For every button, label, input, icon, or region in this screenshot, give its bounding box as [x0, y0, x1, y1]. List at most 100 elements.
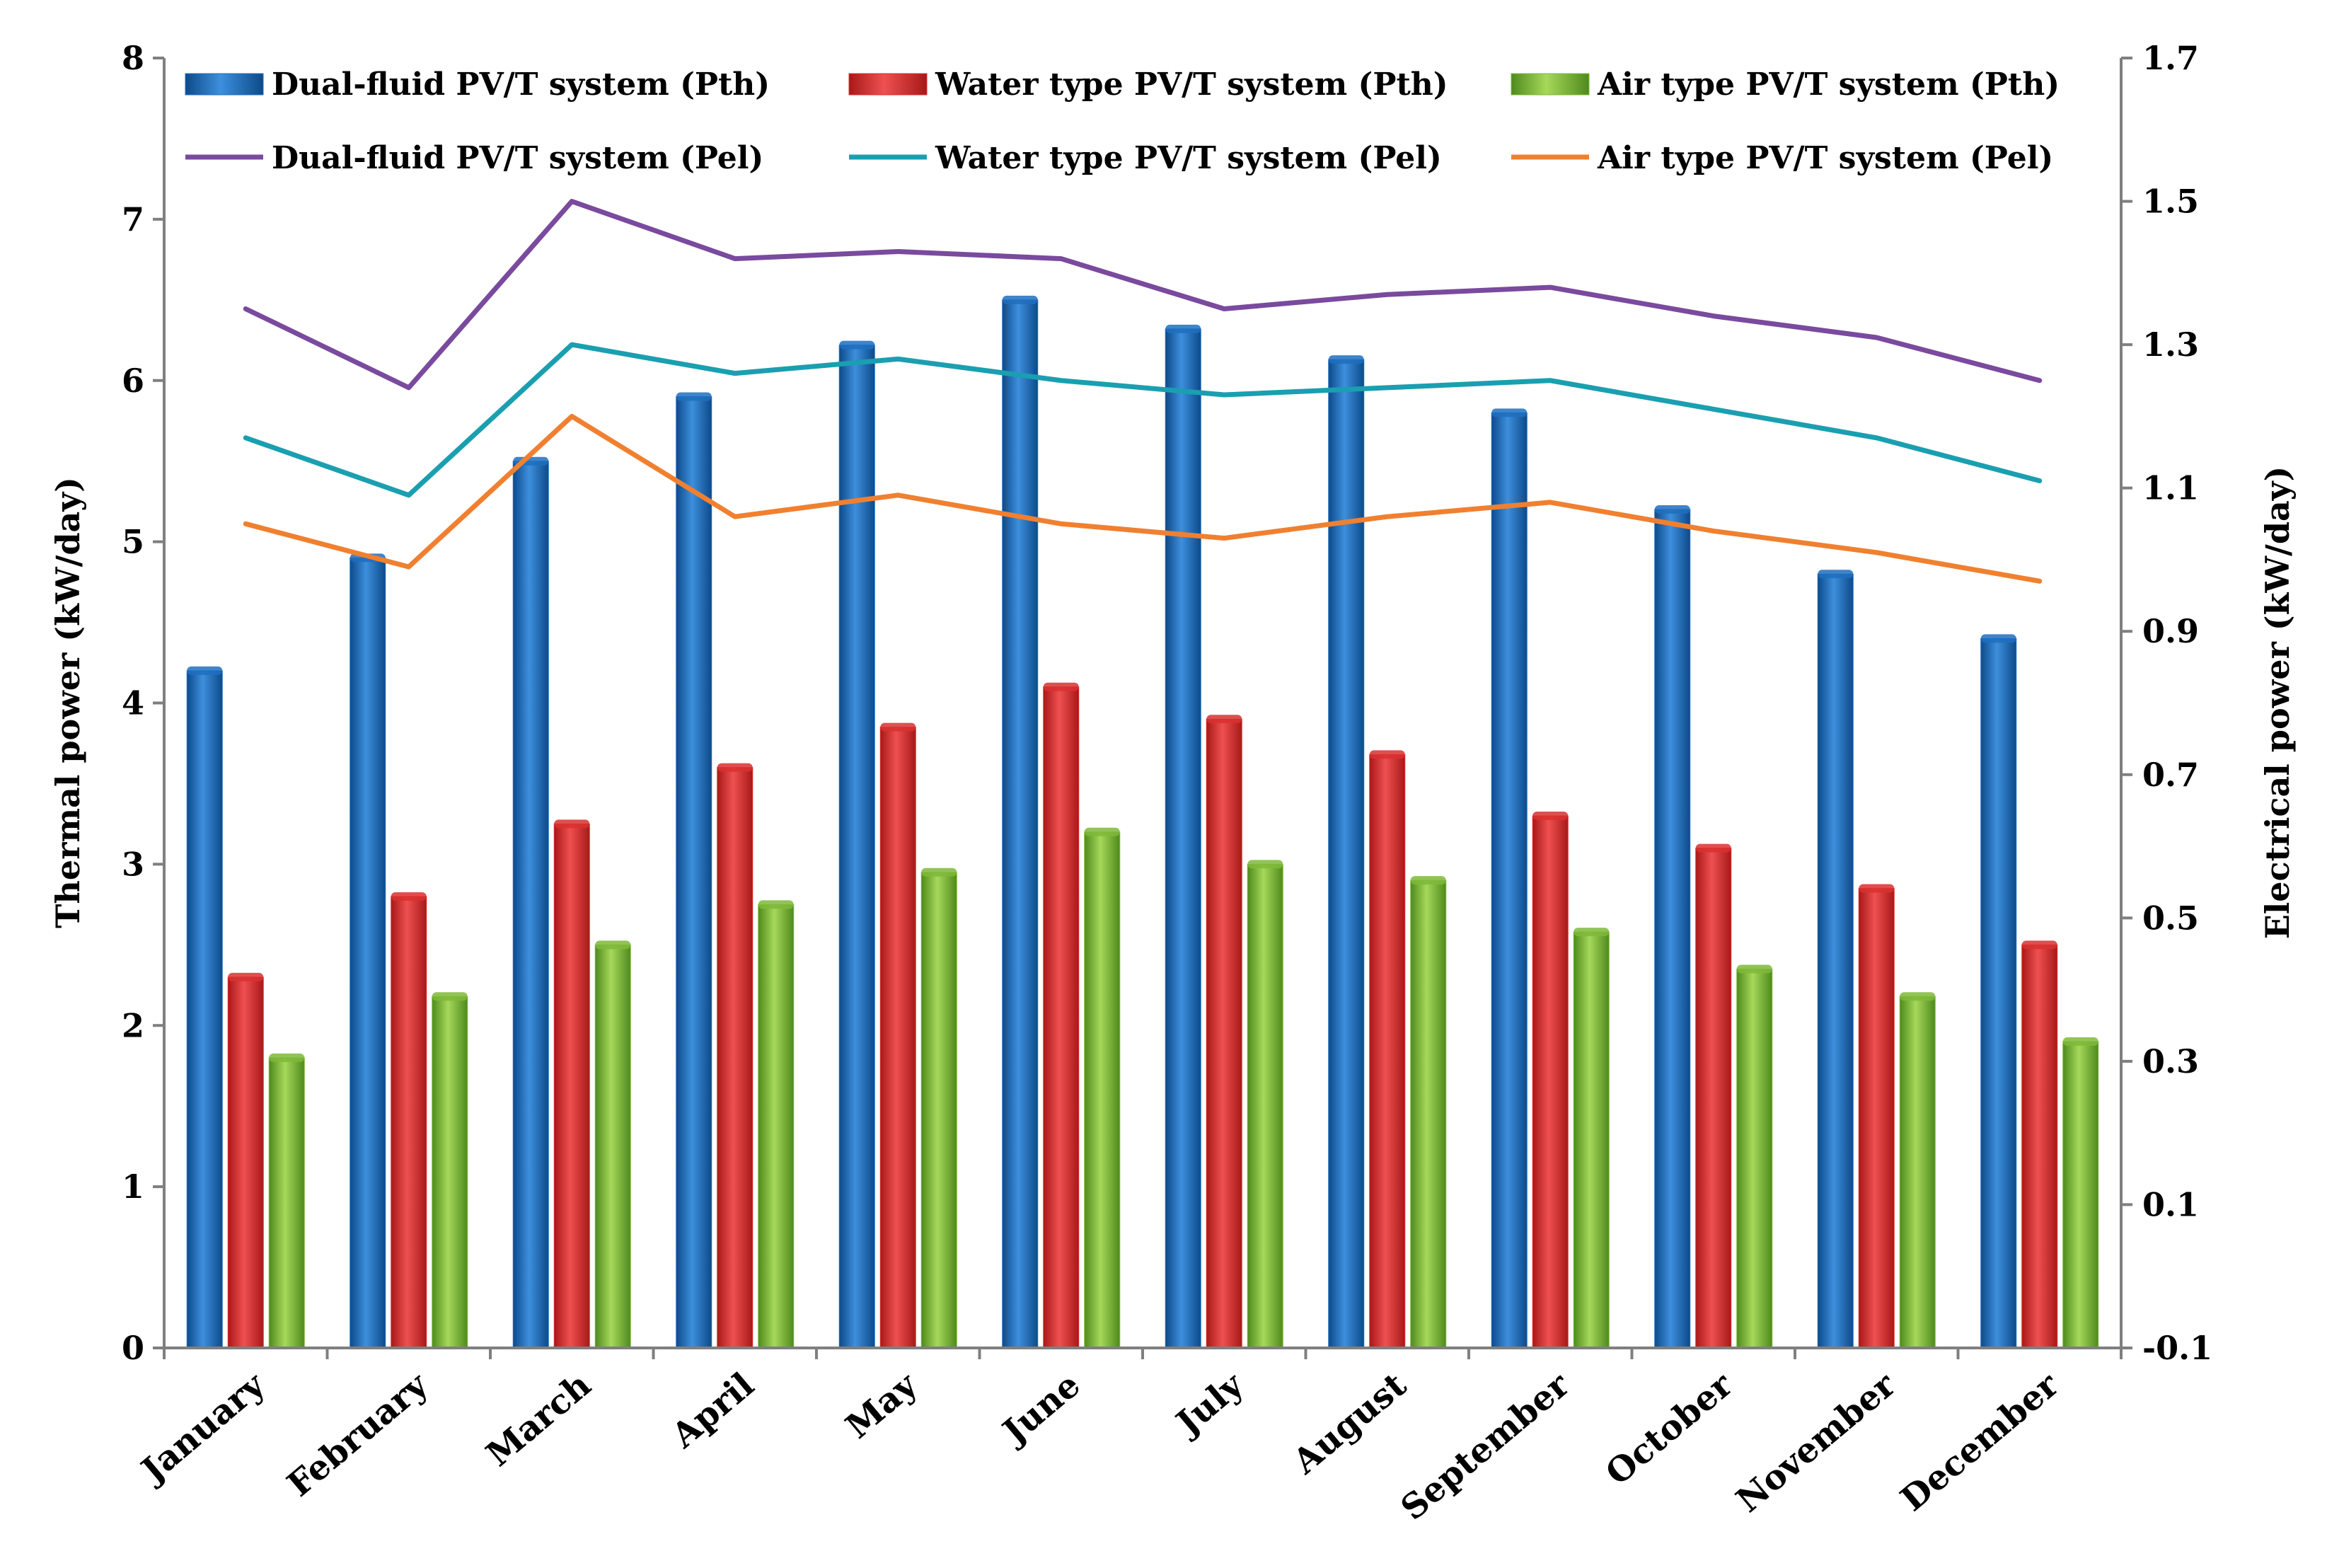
bar-cap-water-type-pv-t-system-pth-december: [2021, 940, 2057, 950]
bar-air-type-pv-t-system-pth-august: [1410, 880, 1447, 1349]
bar-cap-water-type-pv-t-system-pth-march: [554, 819, 590, 829]
right-tick-label: -0.1: [2142, 1329, 2212, 1367]
left-tick-label: 1: [122, 1168, 144, 1206]
legend-label-dual-fluid-pv-t-system-pth: Dual-fluid PV/T system (Pth): [272, 67, 770, 103]
bar-dual-fluid-pv-t-system-pth-march: [512, 461, 549, 1349]
bar-dual-fluid-pv-t-system-pth-january: [186, 670, 223, 1349]
bar-water-type-pv-t-system-pth-november: [1858, 888, 1895, 1349]
bar-cap-water-type-pv-t-system-pth-november: [1859, 884, 1895, 893]
legend-label-air-type-pv-t-system-pel: Air type PV/T system (Pel): [1597, 140, 2053, 176]
x-tick-label-august: August: [1285, 1365, 1414, 1482]
bar-cap-air-type-pv-t-system-pth-june: [1084, 827, 1120, 836]
legend-swatch-air-type-pv-t-system-pth: [1511, 73, 1590, 96]
bar-cap-dual-fluid-pv-t-system-pth-april: [676, 392, 712, 401]
left-tick-label: 7: [122, 200, 144, 238]
bar-cap-air-type-pv-t-system-pth-march: [595, 940, 631, 950]
x-tick-label-november: November: [1729, 1365, 1904, 1521]
bar-cap-air-type-pv-t-system-pth-august: [1410, 876, 1446, 885]
bar-dual-fluid-pv-t-system-pth-september: [1491, 412, 1528, 1349]
right-tick-label: 0.1: [2142, 1185, 2199, 1223]
bar-cap-air-type-pv-t-system-pth-november: [1900, 992, 1936, 1001]
x-axis-ticks: January February March April May June July Augu…: [132, 1348, 2123, 1528]
legend-label-dual-fluid-pv-t-system-pel: Dual-fluid PV/T system (Pel): [272, 140, 763, 176]
bar-water-type-pv-t-system-pth-october: [1695, 848, 1732, 1349]
bar-cap-water-type-pv-t-system-pth-october: [1695, 843, 1731, 853]
bar-cap-air-type-pv-t-system-pth-january: [269, 1053, 305, 1062]
right-tick-label: 1.5: [2142, 183, 2199, 221]
x-tick-label-september: September: [1394, 1365, 1578, 1528]
bar-cap-air-type-pv-t-system-pth-july: [1247, 860, 1283, 869]
bar-dual-fluid-pv-t-system-pth-february: [350, 557, 386, 1349]
bar-dual-fluid-pv-t-system-pth-november: [1817, 573, 1854, 1349]
bar-group: [186, 295, 2099, 1349]
bar-dual-fluid-pv-t-system-pth-june: [1002, 299, 1039, 1349]
bar-cap-dual-fluid-pv-t-system-pth-august: [1328, 355, 1364, 364]
bar-water-type-pv-t-system-pth-february: [391, 896, 427, 1349]
bar-cap-dual-fluid-pv-t-system-pth-june: [1002, 295, 1038, 304]
bar-cap-water-type-pv-t-system-pth-september: [1532, 812, 1569, 821]
bar-water-type-pv-t-system-pth-july: [1206, 718, 1242, 1349]
bar-air-type-pv-t-system-pth-january: [268, 1057, 305, 1349]
bar-water-type-pv-t-system-pth-june: [1043, 686, 1080, 1349]
left-axis-ticks: 0 1 2 3 4 5 6 7 8: [122, 39, 164, 1367]
bar-cap-dual-fluid-pv-t-system-pth-september: [1491, 408, 1528, 417]
bar-cap-dual-fluid-pv-t-system-pth-december: [1980, 634, 2016, 643]
bar-air-type-pv-t-system-pth-march: [594, 944, 631, 1349]
bar-cap-dual-fluid-pv-t-system-pth-november: [1818, 570, 1854, 579]
bar-air-type-pv-t-system-pth-october: [1736, 968, 1773, 1349]
bar-cap-dual-fluid-pv-t-system-pth-july: [1165, 324, 1201, 333]
bar-air-type-pv-t-system-pth-june: [1084, 831, 1121, 1349]
bar-air-type-pv-t-system-pth-may: [920, 872, 957, 1349]
bar-air-type-pv-t-system-pth-september: [1573, 931, 1610, 1349]
bar-dual-fluid-pv-t-system-pth-july: [1165, 328, 1201, 1349]
right-tick-label: 1.1: [2142, 469, 2199, 507]
x-tick-label-april: April: [664, 1365, 761, 1456]
right-tick-label: 1.3: [2142, 325, 2199, 364]
right-tick-label: 1.7: [2142, 39, 2199, 77]
bar-cap-air-type-pv-t-system-pth-september: [1574, 928, 1610, 937]
bar-cap-water-type-pv-t-system-pth-august: [1369, 750, 1405, 759]
bar-air-type-pv-t-system-pth-february: [432, 996, 468, 1349]
right-tick-label: 0.3: [2142, 1042, 2199, 1080]
bar-water-type-pv-t-system-pth-may: [879, 727, 916, 1349]
bar-cap-dual-fluid-pv-t-system-pth-october: [1654, 505, 1690, 514]
bar-cap-dual-fluid-pv-t-system-pth-may: [839, 340, 875, 350]
right-tick-label: 0.5: [2142, 899, 2199, 937]
x-tick-label-may: May: [838, 1364, 926, 1446]
bar-air-type-pv-t-system-pth-november: [1899, 996, 1936, 1349]
line-water-type-pv-t-system-pel: [243, 342, 2043, 498]
x-tick-label-october: October: [1598, 1365, 1740, 1493]
bar-cap-air-type-pv-t-system-pth-may: [921, 867, 957, 877]
x-tick-label-june: June: [993, 1365, 1087, 1453]
bar-cap-water-type-pv-t-system-pth-june: [1043, 682, 1079, 691]
bar-air-type-pv-t-system-pth-april: [758, 904, 795, 1349]
bar-dual-fluid-pv-t-system-pth-october: [1654, 509, 1691, 1349]
bar-dual-fluid-pv-t-system-pth-december: [1980, 638, 2017, 1349]
left-axis-title: Thermal power (kW/day): [49, 477, 87, 928]
bar-dual-fluid-pv-t-system-pth-may: [838, 345, 875, 1349]
left-tick-label: 0: [122, 1329, 144, 1367]
bar-cap-water-type-pv-t-system-pth-february: [391, 892, 427, 901]
legend-label-water-type-pv-t-system-pel: Water type PV/T system (Pel): [935, 140, 1442, 176]
legend-label-air-type-pv-t-system-pth: Air type PV/T system (Pth): [1597, 67, 2060, 103]
bar-dual-fluid-pv-t-system-pth-april: [676, 396, 712, 1349]
bar-water-type-pv-t-system-pth-april: [717, 767, 753, 1349]
left-tick-label: 6: [122, 362, 144, 400]
x-tick-label-january: January: [132, 1364, 274, 1492]
legend: Dual-fluid PV/T system (Pth) Water type P…: [185, 67, 2060, 176]
right-axis-ticks: -0.1 0.1 0.3 0.5 0.7 0.9 1.1 1.3 1.5 1.7: [2121, 39, 2212, 1367]
line-air-type-pv-t-system-pel: [243, 413, 2043, 584]
right-tick-label: 0.7: [2142, 756, 2199, 794]
bar-air-type-pv-t-system-pth-july: [1247, 863, 1283, 1349]
bar-cap-water-type-pv-t-system-pth-may: [880, 722, 916, 732]
bar-water-type-pv-t-system-pth-september: [1532, 815, 1569, 1349]
bar-cap-water-type-pv-t-system-pth-july: [1206, 715, 1242, 724]
line-dual-fluid-pv-t-system-pel: [243, 199, 2043, 391]
bar-water-type-pv-t-system-pth-january: [227, 976, 264, 1349]
x-tick-label-july: July: [1167, 1364, 1252, 1445]
left-tick-label: 8: [122, 39, 144, 77]
bar-water-type-pv-t-system-pth-august: [1369, 754, 1406, 1349]
legend-label-water-type-pv-t-system-pth: Water type PV/T system (Pth): [935, 67, 1448, 103]
legend-swatch-dual-fluid-pv-t-system-pth: [185, 73, 264, 96]
